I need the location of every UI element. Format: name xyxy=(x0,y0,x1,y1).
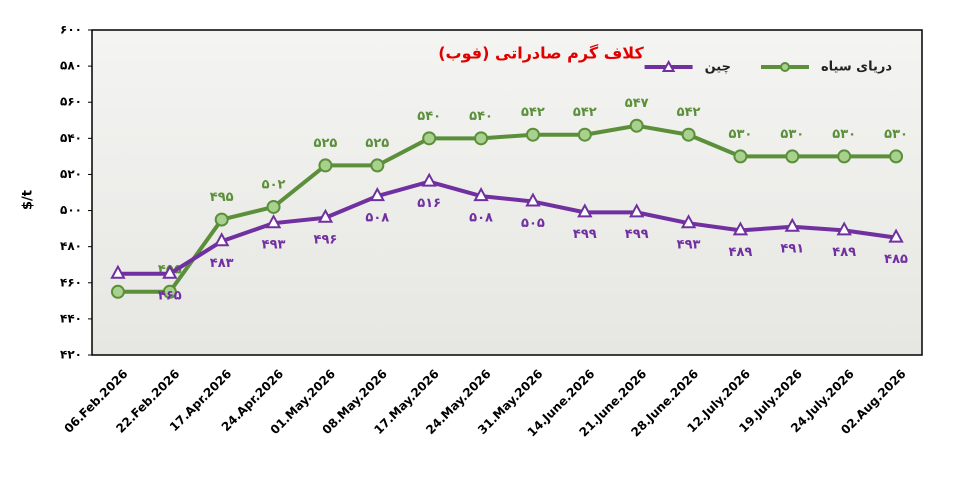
point xyxy=(837,149,852,164)
legend-label: دریای سیاه xyxy=(821,60,892,75)
point xyxy=(162,284,177,299)
data-label: ۴۸۳ xyxy=(210,256,234,271)
data-label: ۵۲۵ xyxy=(365,136,389,151)
data-label: ۵۴۲ xyxy=(521,105,545,120)
point xyxy=(577,203,593,218)
data-label: ۴۸۵ xyxy=(884,252,908,267)
data-label: ۵۳۰ xyxy=(780,127,804,142)
data-label: ۵۳۰ xyxy=(832,127,856,142)
plot-area xyxy=(91,29,923,356)
y-tick-label: ۵۴۰ xyxy=(60,131,82,145)
legend-label: چین xyxy=(705,60,731,75)
data-label: ۵۴۰ xyxy=(469,109,493,124)
point xyxy=(732,221,749,236)
data-label: ۴۹۳ xyxy=(262,238,286,253)
point xyxy=(317,208,334,223)
point xyxy=(370,158,385,173)
point xyxy=(889,149,904,164)
point xyxy=(577,127,592,142)
data-label: ۵۰۸ xyxy=(469,211,493,226)
data-label: ۴۹۹ xyxy=(573,227,597,242)
point xyxy=(784,217,800,232)
line xyxy=(117,123,897,294)
y-tick-label: ۵۸۰ xyxy=(60,59,82,73)
point xyxy=(369,187,385,202)
point xyxy=(214,232,230,247)
data-label: ۴۹۶ xyxy=(314,232,338,247)
y-axis-label: $/t xyxy=(21,190,36,210)
data-label: ۴۸۹ xyxy=(729,245,753,260)
data-label: ۵۳۰ xyxy=(729,127,753,142)
point xyxy=(681,127,696,142)
point xyxy=(110,264,126,279)
data-label: ۵۲۵ xyxy=(314,136,338,151)
data-label: ۵۴۲ xyxy=(677,105,701,120)
point xyxy=(421,172,437,187)
point xyxy=(680,214,697,229)
data-label: ۴۸۹ xyxy=(832,245,856,260)
y-tick-label: ۶۰۰ xyxy=(60,23,82,37)
data-label: ۵۱۶ xyxy=(417,196,441,211)
point xyxy=(525,127,540,142)
point xyxy=(110,284,125,299)
y-tick-label: ۴۸۰ xyxy=(60,239,82,253)
legend-marker xyxy=(779,62,790,72)
data-label: ۴۹۵ xyxy=(210,190,234,205)
point xyxy=(422,131,437,146)
point xyxy=(265,214,282,229)
point xyxy=(525,192,541,207)
point xyxy=(318,158,333,173)
y-tick-label: ۴۴۰ xyxy=(60,311,82,325)
data-label: ۴۹۳ xyxy=(677,238,701,253)
point xyxy=(629,118,644,133)
point xyxy=(266,199,281,214)
point xyxy=(733,149,748,164)
data-label: ۵۳۰ xyxy=(884,127,908,142)
data-label: ۵۴۰ xyxy=(417,109,441,124)
legend-marker xyxy=(661,59,676,72)
point xyxy=(162,264,178,279)
point xyxy=(473,187,489,202)
y-tick-label: ۵۶۰ xyxy=(60,95,82,109)
data-label: ۴۹۱ xyxy=(780,241,804,256)
data-label: ۵۰۸ xyxy=(365,211,389,226)
point xyxy=(785,149,800,164)
data-label: ۵۰۵ xyxy=(521,216,545,231)
point xyxy=(474,131,489,146)
y-tick-label: ۵۰۰ xyxy=(60,203,82,217)
y-tick-label: ۴۲۰ xyxy=(60,348,82,362)
line xyxy=(117,179,897,276)
data-label: ۵۴۷ xyxy=(625,96,649,111)
data-label: ۴۶۵ xyxy=(158,288,182,303)
point xyxy=(888,228,904,243)
point xyxy=(214,212,229,227)
y-tick-label: ۴۶۰ xyxy=(60,275,82,289)
point xyxy=(836,221,852,236)
data-label: ۵۴۲ xyxy=(573,105,597,120)
chart-title: کلاف گرم صادراتی (فوب) xyxy=(438,44,644,63)
data-label: ۴۹۹ xyxy=(625,227,649,242)
y-tick-label: ۵۲۰ xyxy=(60,167,82,181)
point xyxy=(629,203,645,218)
data-label: ۵۰۲ xyxy=(262,177,286,192)
